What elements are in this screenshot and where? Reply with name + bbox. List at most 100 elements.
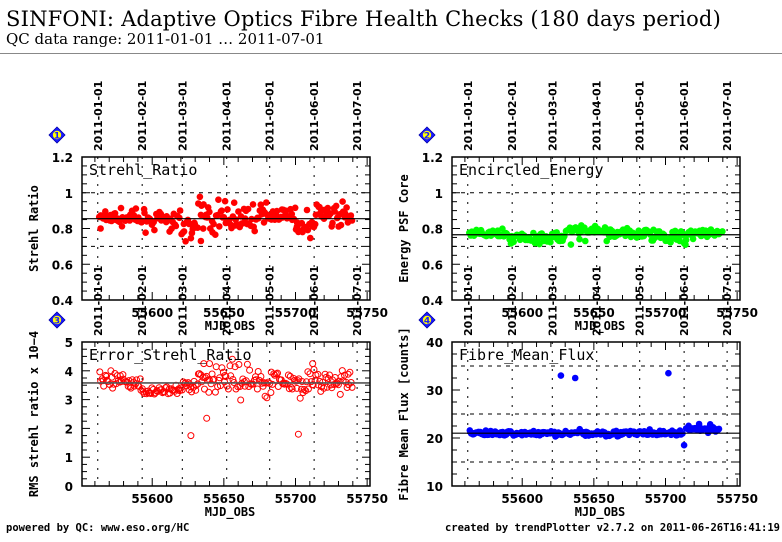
data-point	[197, 237, 205, 245]
data-point	[336, 390, 344, 398]
data-point	[293, 223, 301, 230]
y-tick-label: 40	[426, 336, 443, 350]
x-tick-label: 55750	[346, 492, 388, 506]
date-tick-label: 2011-02-01	[506, 266, 519, 336]
panel-title: Strehl_Ratio	[89, 161, 197, 179]
data-point	[284, 371, 292, 379]
panel-title: Encircled_Energy	[459, 161, 604, 179]
data-point	[263, 199, 270, 206]
data-point	[117, 204, 125, 212]
date-tick-label: 2011-01-01	[462, 81, 475, 151]
data-point	[230, 199, 238, 206]
data-point	[210, 220, 217, 228]
date-tick-label: 2011-06-01	[308, 81, 321, 151]
data-point	[567, 241, 575, 248]
data-point	[326, 371, 333, 379]
x-tick-label: 55700	[275, 306, 317, 320]
data-point	[270, 370, 278, 378]
date-tick-label: 2011-07-01	[351, 266, 364, 336]
x-tick-label: 55600	[501, 306, 543, 320]
x-tick-label: 55650	[573, 492, 615, 506]
data-point	[272, 370, 280, 378]
data-point	[309, 360, 317, 368]
header-divider	[0, 53, 782, 54]
badge-number: 1	[54, 132, 60, 142]
data-point	[244, 205, 252, 213]
badge-circle	[52, 130, 62, 140]
data-point	[553, 229, 560, 236]
data-point	[348, 383, 356, 391]
data-point	[671, 227, 679, 235]
data-point	[311, 220, 319, 228]
data-point	[246, 366, 254, 374]
chart-panel-2: 2011-01-01 2011-02-01 2011-03-01 2011-04-01…	[397, 81, 758, 334]
y-tick-label: 0.6	[422, 258, 443, 272]
data-point	[547, 238, 554, 246]
data-point	[346, 368, 354, 376]
date-tick-label: 2011-02-01	[136, 81, 149, 151]
data-point	[195, 370, 203, 378]
date-tick-label: 2011-07-01	[351, 81, 364, 151]
data-point	[102, 371, 109, 379]
date-tick-label: 2011-03-01	[176, 81, 189, 151]
data-point	[324, 204, 332, 212]
data-point	[274, 369, 281, 377]
data-point	[176, 207, 184, 214]
data-point	[689, 235, 697, 243]
page-title: SINFONI: Adaptive Optics Fibre Health Ch…	[6, 7, 721, 31]
data-point	[196, 193, 204, 201]
data-point	[320, 384, 328, 392]
date-tick-label: 2011-07-01	[721, 81, 734, 151]
y-tick-label: 0.4	[422, 294, 443, 308]
data-point	[205, 388, 213, 396]
date-tick-label: 2011-05-01	[264, 266, 277, 336]
data-point	[126, 383, 134, 391]
data-point	[231, 363, 239, 371]
data-point	[132, 205, 140, 212]
data-point	[176, 214, 183, 222]
data-point	[294, 430, 302, 438]
date-tick-label: 2011-06-01	[678, 266, 691, 336]
data-point	[510, 238, 517, 246]
data-point	[224, 385, 232, 393]
data-point	[263, 394, 271, 402]
badge-circle	[422, 315, 432, 325]
data-point	[218, 364, 226, 372]
chart-panel-4: 2011-01-01 2011-02-01 2011-03-01 2011-04-01…	[397, 266, 758, 520]
data-point	[331, 208, 339, 215]
data-point	[324, 375, 332, 382]
data-point	[304, 368, 312, 376]
data-point	[118, 223, 126, 230]
footer-powered-by: powered by QC: www.eso.org/HC	[6, 522, 190, 534]
date-tick-label: 2011-02-01	[136, 266, 149, 336]
data-point	[257, 373, 265, 380]
data-point	[304, 385, 312, 393]
date-tick-label: 2011-04-01	[221, 266, 234, 336]
data-point	[253, 385, 261, 393]
data-point	[281, 380, 288, 388]
data-point	[608, 227, 616, 235]
x-tick-label: 55750	[716, 306, 758, 320]
data-point	[286, 372, 294, 380]
data-point	[215, 196, 222, 203]
data-point	[199, 225, 207, 232]
data-point	[111, 210, 119, 217]
y-tick-label: 2	[65, 422, 73, 436]
data-point	[582, 237, 589, 245]
date-tick-label: 2011-03-01	[546, 266, 559, 336]
panel-number-badge: 3	[48, 311, 66, 329]
y-axis-label: RMS strehl ratio x 10−4	[27, 331, 41, 497]
data-point	[273, 207, 281, 215]
data-point	[97, 225, 104, 232]
data-point	[329, 219, 336, 227]
x-tick-label: 55600	[501, 492, 543, 506]
y-tick-label: 20	[426, 432, 443, 446]
data-point	[314, 370, 322, 378]
x-axis-label: MJD_OBS	[575, 505, 626, 520]
data-point	[221, 197, 229, 205]
data-point	[178, 386, 186, 394]
data-point	[337, 221, 345, 229]
data-point	[96, 368, 104, 376]
data-point	[237, 396, 245, 404]
